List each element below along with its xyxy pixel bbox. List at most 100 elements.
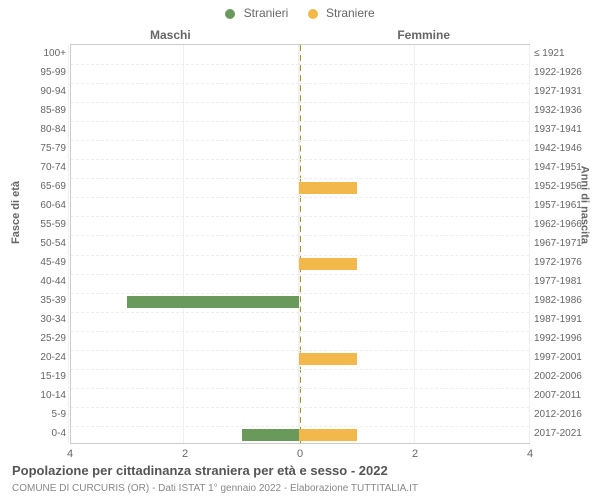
y-label-birth: 1922-1926	[534, 68, 598, 78]
gridline-v	[299, 45, 300, 443]
y-label-age: 30-34	[6, 315, 66, 325]
legend-item-male: Stranieri	[225, 6, 288, 20]
gridline-h	[71, 64, 299, 65]
y-label-age: 10-14	[6, 391, 66, 401]
gridline-h	[71, 312, 299, 313]
gridline-h	[299, 159, 529, 160]
legend-swatch-male	[225, 9, 235, 19]
bar-female	[299, 429, 357, 441]
plot-left	[71, 45, 301, 443]
y-label-age: 70-74	[6, 163, 66, 173]
gridline-h	[299, 178, 529, 179]
gridline-h	[299, 369, 529, 370]
gridline-v	[183, 45, 184, 443]
gridline-h	[299, 407, 529, 408]
gridline-h	[299, 83, 529, 84]
y-label-birth: 1982-1986	[534, 296, 598, 306]
gridline-h	[299, 331, 529, 332]
gridline-h	[299, 350, 529, 351]
y-label-age: 85-89	[6, 106, 66, 116]
gridline-h	[299, 388, 529, 389]
gridline-h	[299, 197, 529, 198]
y-label-age: 50-54	[6, 239, 66, 249]
y-label-age: 25-29	[6, 334, 66, 344]
gridline-h	[71, 331, 299, 332]
x-tick-label: 2	[182, 448, 188, 460]
legend-item-female: Straniere	[308, 6, 375, 20]
y-label-birth: 1992-1996	[534, 334, 598, 344]
gridline-h	[299, 102, 529, 103]
gridline-h	[299, 426, 529, 427]
y-label-birth: 2017-2021	[534, 429, 598, 439]
y-label-age: 65-69	[6, 182, 66, 192]
gridline-v	[529, 45, 530, 443]
legend-swatch-female	[308, 9, 318, 19]
gridline-v	[414, 45, 415, 443]
gridline-h	[299, 140, 529, 141]
y-label-birth: 1987-1991	[534, 315, 598, 325]
y-label-age: 0-4	[6, 429, 66, 439]
gridline-h	[299, 216, 529, 217]
gridline-h	[299, 121, 529, 122]
bar-female	[299, 258, 357, 270]
y-label-age: 35-39	[6, 296, 66, 306]
y-label-birth: ≤ 1921	[534, 49, 598, 59]
y-label-birth: 1937-1941	[534, 125, 598, 135]
y-label-age: 15-19	[6, 372, 66, 382]
y-label-birth: 1927-1931	[534, 87, 598, 97]
y-label-birth: 1952-1956	[534, 182, 598, 192]
gridline-h	[71, 293, 299, 294]
x-tick-label: 4	[67, 448, 73, 460]
y-label-birth: 1947-1951	[534, 163, 598, 173]
footer-subtitle: COMUNE DI CURCURIS (OR) - Dati ISTAT 1° …	[12, 483, 418, 494]
y-label-age: 100+	[6, 49, 66, 59]
gridline-h	[71, 235, 299, 236]
y-label-birth: 2007-2011	[534, 391, 598, 401]
x-tick-label: 0	[297, 448, 303, 460]
gridline-h	[299, 274, 529, 275]
gridline-h	[71, 159, 299, 160]
y-label-birth: 1962-1966	[534, 220, 598, 230]
y-label-age: 55-59	[6, 220, 66, 230]
bar-female	[299, 182, 357, 194]
y-label-age: 5-9	[6, 410, 66, 420]
gridline-h	[71, 388, 299, 389]
y-label-birth: 1967-1971	[534, 239, 598, 249]
gridline-h	[299, 64, 529, 65]
y-label-age: 80-84	[6, 125, 66, 135]
plot-right	[299, 45, 529, 443]
footer-title: Popolazione per cittadinanza straniera p…	[12, 463, 388, 478]
gridline-h	[71, 102, 299, 103]
y-label-birth: 1997-2001	[534, 353, 598, 363]
legend-label-female: Straniere	[326, 6, 375, 20]
gridline-h	[71, 121, 299, 122]
chart-container: Stranieri Straniere Maschi Femmine Fasce…	[0, 0, 600, 500]
y-label-age: 95-99	[6, 68, 66, 78]
gridline-h	[71, 369, 299, 370]
gridline-h	[71, 83, 299, 84]
y-label-birth: 2012-2016	[534, 410, 598, 420]
y-label-birth: 1972-1976	[534, 258, 598, 268]
y-label-age: 60-64	[6, 201, 66, 211]
bar-male	[242, 429, 300, 441]
gridline-h	[71, 197, 299, 198]
column-header-male: Maschi	[150, 28, 191, 42]
legend: Stranieri Straniere	[0, 6, 600, 20]
gridline-h	[299, 235, 529, 236]
gridline-h	[299, 312, 529, 313]
bar-male	[127, 296, 300, 308]
legend-label-male: Stranieri	[244, 6, 289, 20]
gridline-v	[68, 45, 69, 443]
y-label-birth: 1942-1946	[534, 144, 598, 154]
gridline-h	[71, 426, 299, 427]
gridline-h	[71, 350, 299, 351]
column-header-female: Femmine	[397, 28, 450, 42]
gridline-h	[71, 178, 299, 179]
y-label-birth: 1932-1936	[534, 106, 598, 116]
y-label-age: 75-79	[6, 144, 66, 154]
y-label-birth: 1977-1981	[534, 277, 598, 287]
y-label-age: 90-94	[6, 87, 66, 97]
y-label-age: 45-49	[6, 258, 66, 268]
y-label-age: 20-24	[6, 353, 66, 363]
gridline-h	[71, 216, 299, 217]
